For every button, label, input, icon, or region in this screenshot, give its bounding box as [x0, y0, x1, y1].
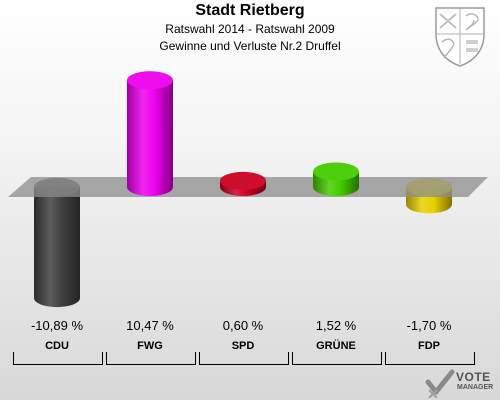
- bar-top-cap: [220, 171, 266, 190]
- bar-gr-ne: [313, 162, 359, 196]
- value-label: -10,89 %: [30, 318, 84, 333]
- bar-bottom-cap: [313, 178, 359, 196]
- chart-title: Stadt Rietberg: [195, 2, 305, 19]
- category-bracket: [292, 352, 382, 365]
- category-bracket: [13, 352, 103, 365]
- bar-body: [127, 80, 173, 187]
- bar-body: [34, 187, 80, 299]
- bar-bottom-cap: [34, 289, 80, 308]
- coat-of-arms-icon: [435, 7, 485, 67]
- category-label: GRÜNE: [316, 340, 356, 352]
- bar-top-cap: [127, 71, 173, 90]
- category-bracket: [385, 352, 475, 365]
- value-label: 10,47 %: [126, 318, 174, 333]
- category-label: FDP: [418, 340, 440, 352]
- chart-subtitle-2: Gewinne und Verluste Nr.2 Druffel: [159, 39, 341, 53]
- category-label: CDU: [45, 340, 69, 352]
- category-bracket: [106, 352, 196, 365]
- category-label: SPD: [231, 340, 255, 352]
- logo-subtext: MANAGER: [457, 384, 494, 391]
- bar-spd: [220, 171, 266, 196]
- value-label: -1,70 %: [406, 318, 452, 333]
- value-label: 0,60 %: [222, 318, 264, 333]
- logo-text: VOTE: [456, 370, 491, 384]
- bar-top-cap: [313, 162, 359, 181]
- category-label: FWG: [137, 340, 163, 352]
- bar-bottom-cap: [127, 178, 173, 196]
- bar-bottom-cap: [406, 195, 452, 214]
- bar-cdu: [34, 178, 80, 308]
- bar-fwg: [127, 71, 173, 196]
- value-label: 1,52 %: [315, 318, 357, 333]
- vote-manager-logo-icon: [425, 369, 455, 398]
- category-bracket: [199, 352, 289, 365]
- chart-subtitle: Ratswahl 2014 - Ratswahl 2009: [165, 22, 335, 36]
